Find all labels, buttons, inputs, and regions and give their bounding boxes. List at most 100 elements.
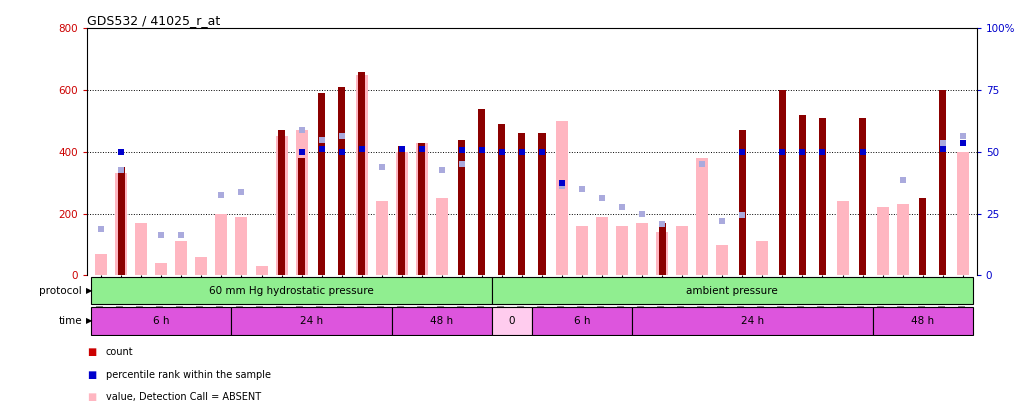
Point xyxy=(453,161,470,168)
Bar xyxy=(518,133,525,275)
Point xyxy=(213,192,230,198)
Point xyxy=(735,212,751,218)
Bar xyxy=(576,226,588,275)
Bar xyxy=(756,241,768,275)
Bar xyxy=(539,133,546,275)
Bar xyxy=(255,266,268,275)
Bar xyxy=(491,307,531,335)
Text: 0: 0 xyxy=(509,316,515,326)
Bar xyxy=(376,201,388,275)
Bar xyxy=(836,201,849,275)
Point xyxy=(794,149,811,155)
Bar xyxy=(859,118,866,275)
Point xyxy=(895,177,911,183)
Bar xyxy=(91,277,491,304)
Text: ■: ■ xyxy=(87,370,96,379)
Point xyxy=(293,149,310,155)
Bar xyxy=(676,226,688,275)
Bar xyxy=(499,124,506,275)
Bar xyxy=(195,257,207,275)
Point xyxy=(654,221,670,228)
Point xyxy=(554,183,570,189)
Bar xyxy=(215,214,228,275)
Bar xyxy=(872,307,973,335)
Point xyxy=(153,232,169,239)
Point xyxy=(935,139,951,146)
Bar xyxy=(659,223,666,275)
Text: 24 h: 24 h xyxy=(300,316,323,326)
Bar xyxy=(819,118,826,275)
Text: ■: ■ xyxy=(87,347,96,357)
Bar xyxy=(617,226,628,275)
Bar xyxy=(491,277,973,304)
Bar xyxy=(478,109,485,275)
Text: count: count xyxy=(106,347,133,357)
Bar xyxy=(956,152,969,275)
Bar xyxy=(556,121,568,275)
Bar xyxy=(779,90,786,275)
Bar xyxy=(276,136,287,275)
Point xyxy=(594,195,610,201)
Bar xyxy=(396,152,407,275)
Point xyxy=(954,133,971,140)
Bar xyxy=(632,307,872,335)
Bar xyxy=(799,115,806,275)
Bar xyxy=(115,173,127,275)
Bar xyxy=(155,263,167,275)
Point xyxy=(413,145,430,152)
Bar xyxy=(118,167,125,275)
Bar xyxy=(876,207,889,275)
Point xyxy=(293,127,310,134)
Point xyxy=(394,145,410,152)
Text: ambient pressure: ambient pressure xyxy=(686,286,778,296)
Bar xyxy=(318,93,325,275)
Bar xyxy=(91,307,232,335)
Text: value, Detection Call = ABSENT: value, Detection Call = ABSENT xyxy=(106,392,261,402)
Bar xyxy=(436,198,447,275)
Bar xyxy=(392,307,491,335)
Point xyxy=(554,179,570,186)
Bar xyxy=(398,146,405,275)
Bar xyxy=(232,307,392,335)
Point xyxy=(333,149,350,155)
Point xyxy=(855,149,871,155)
Bar xyxy=(697,158,708,275)
Point xyxy=(233,189,249,195)
Point xyxy=(494,149,510,155)
Bar xyxy=(356,75,367,275)
Bar xyxy=(235,217,247,275)
Text: time: time xyxy=(58,316,82,326)
Bar xyxy=(657,232,668,275)
Bar xyxy=(416,143,428,275)
Text: 48 h: 48 h xyxy=(911,316,935,326)
Bar xyxy=(278,130,285,275)
Point xyxy=(735,149,751,155)
Text: 24 h: 24 h xyxy=(741,316,764,326)
Bar xyxy=(358,72,365,275)
Bar xyxy=(739,130,746,275)
Point xyxy=(694,161,710,168)
Point xyxy=(815,149,831,155)
Text: ■: ■ xyxy=(87,392,96,402)
Point xyxy=(354,145,370,152)
Text: 60 mm Hg hydrostatic pressure: 60 mm Hg hydrostatic pressure xyxy=(209,286,373,296)
Text: ▶: ▶ xyxy=(86,286,92,295)
Text: 6 h: 6 h xyxy=(153,316,169,326)
Bar xyxy=(716,245,728,275)
Bar xyxy=(295,130,308,275)
Bar xyxy=(299,158,305,275)
Point xyxy=(93,226,110,232)
Point xyxy=(373,164,390,171)
Point xyxy=(954,139,971,146)
Point xyxy=(714,218,731,225)
Bar xyxy=(459,139,466,275)
Bar xyxy=(531,307,632,335)
Point xyxy=(333,133,350,140)
Bar xyxy=(175,241,188,275)
Point xyxy=(313,136,329,143)
Text: 6 h: 6 h xyxy=(574,316,590,326)
Point xyxy=(574,185,590,192)
Text: protocol: protocol xyxy=(39,286,82,296)
Point xyxy=(313,145,329,152)
Bar xyxy=(919,198,926,275)
